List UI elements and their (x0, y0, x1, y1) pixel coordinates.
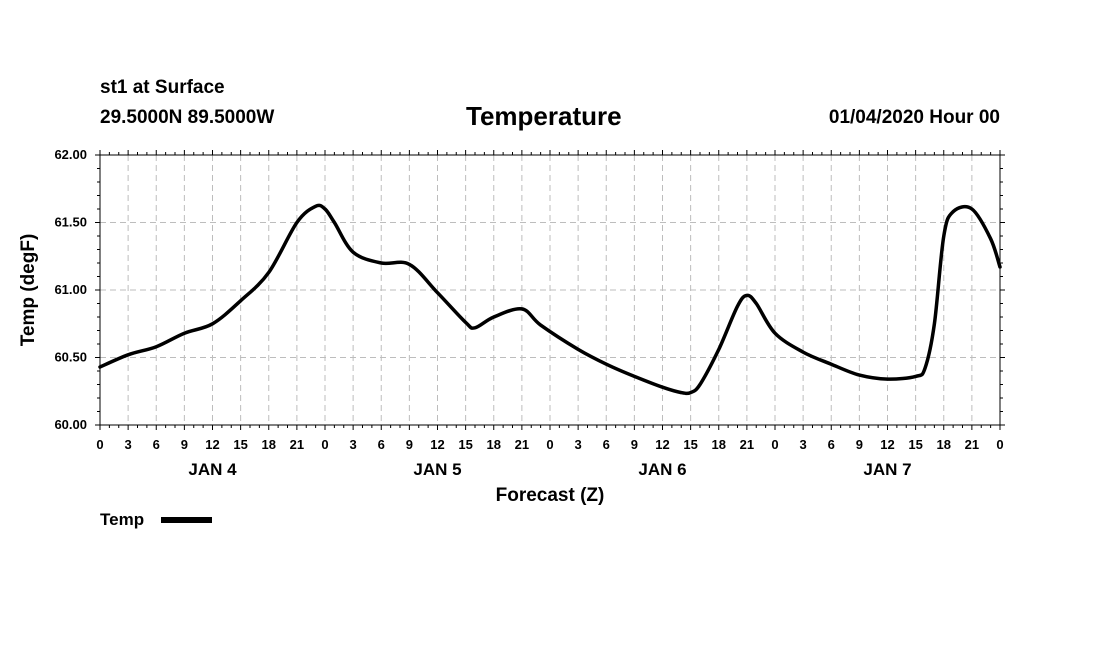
legend: Temp (100, 510, 212, 529)
x-tick-label: 12 (880, 437, 894, 452)
x-tick-label: 15 (233, 437, 247, 452)
x-tick-label: 6 (603, 437, 610, 452)
x-tick-label: 3 (350, 437, 357, 452)
x-tick-label: 21 (965, 437, 979, 452)
temp-series-line (98, 203, 1002, 396)
x-tick-label: 0 (321, 437, 328, 452)
day-labels: JAN 4 JAN 5 JAN 6 JAN 7 (188, 460, 911, 479)
y-tick-label: 60.00 (54, 417, 87, 432)
coordinates-label: 29.5000N 89.5000W (100, 107, 275, 128)
plot-frame (99, 154, 1001, 426)
x-tick-label: 18 (712, 437, 726, 452)
y-tick-labels: 60.00 60.50 61.00 61.50 62.00 (54, 147, 87, 432)
x-tick-label: 6 (828, 437, 835, 452)
x-tick-label: 0 (96, 437, 103, 452)
legend-label-temp: Temp (100, 510, 144, 529)
x-tick-label: 18 (262, 437, 276, 452)
y-tick-label: 60.50 (54, 350, 87, 365)
x-tick-label: 12 (655, 437, 669, 452)
x-tick-label: 18 (937, 437, 951, 452)
x-tick-label: 15 (458, 437, 472, 452)
x-tick-label: 9 (181, 437, 188, 452)
grid-lines (100, 155, 1000, 425)
x-tick-label: 12 (430, 437, 444, 452)
y-tick-label: 61.50 (54, 215, 87, 230)
x-tick-label: 0 (546, 437, 553, 452)
x-tick-label: 12 (205, 437, 219, 452)
x-tick-label: 21 (290, 437, 304, 452)
forecast-datestamp: 01/04/2020 Hour 00 (828, 107, 1000, 128)
x-tick-label: 15 (908, 437, 922, 452)
x-tick-label: 9 (406, 437, 413, 452)
x-tick-label: 6 (153, 437, 160, 452)
day-label: JAN 5 (413, 460, 461, 479)
x-tick-label: 15 (683, 437, 697, 452)
x-tick-label: 21 (515, 437, 529, 452)
x-tick-label: 9 (631, 437, 638, 452)
x-tick-label: 21 (740, 437, 754, 452)
x-tick-label: 0 (771, 437, 778, 452)
x-tick-label: 9 (856, 437, 863, 452)
chart-title: Temperature (466, 101, 622, 131)
day-label: JAN 7 (863, 460, 911, 479)
x-tick-label: 6 (378, 437, 385, 452)
day-label: JAN 4 (188, 460, 237, 479)
x-tick-labels: 0 3 6 9 12 15 18 21 0 3 6 9 12 15 18 21 0 3 6 9 12 15 18 21 0 3 6 9… (96, 437, 1003, 452)
x-tick-label: 18 (487, 437, 501, 452)
x-tick-label: 3 (575, 437, 582, 452)
x-tick-label: 3 (800, 437, 807, 452)
y-tick-label: 61.00 (54, 282, 87, 297)
x-tick-label: 0 (996, 437, 1003, 452)
station-label: st1 at Surface (100, 77, 225, 98)
x-axis-title: Forecast (Z) (496, 485, 605, 506)
x-tick-label: 3 (125, 437, 132, 452)
day-label: JAN 6 (638, 460, 686, 479)
y-axis-title: Temp (degF) (18, 234, 39, 347)
y-tick-label: 62.00 (54, 147, 87, 162)
